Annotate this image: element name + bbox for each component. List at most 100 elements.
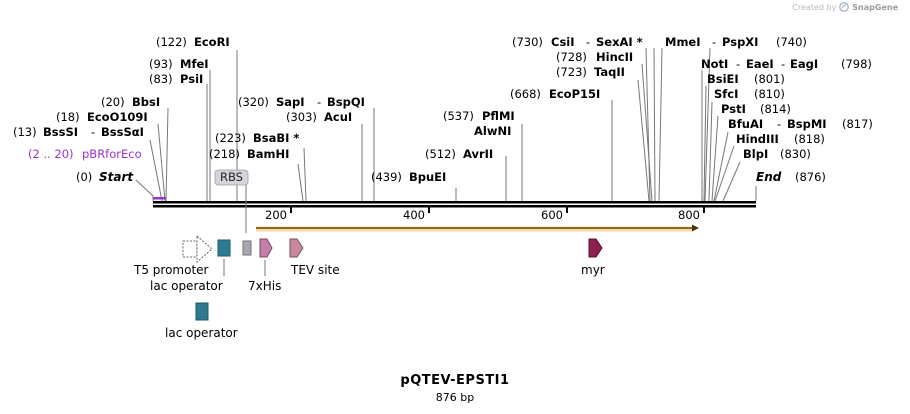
ruler-tick-400 bbox=[428, 207, 430, 213]
his-tag-label: 7xHis bbox=[248, 279, 281, 293]
ecori-name: EcoRI bbox=[194, 35, 230, 49]
start-label: Start bbox=[99, 170, 134, 184]
bamhi-pos: (218) bbox=[209, 147, 240, 161]
lac-operator-2-box bbox=[195, 302, 209, 321]
tev-site-arrow bbox=[289, 238, 304, 258]
bsiei-pos: (801) bbox=[754, 72, 785, 86]
mfei-name: MfeI bbox=[180, 57, 209, 71]
ruler bbox=[290, 207, 705, 213]
lac-operator-1-label: lac operator bbox=[150, 279, 223, 293]
bbsi-name: BbsI bbox=[132, 95, 160, 109]
tev-site-label: TEV site bbox=[290, 263, 340, 277]
eagi-name: EagI bbox=[790, 57, 818, 71]
psti-pos: (814) bbox=[760, 102, 791, 116]
csii-name: CsiI bbox=[551, 35, 575, 49]
lac-operator-1-box bbox=[217, 239, 231, 257]
primer-bar bbox=[153, 197, 166, 200]
start-site-line bbox=[135, 179, 154, 201]
psii-pos: (83) bbox=[149, 72, 173, 86]
sapi-dash: - bbox=[317, 95, 321, 109]
csii-pos: (730) bbox=[512, 35, 543, 49]
mfei-pos: (93) bbox=[149, 57, 173, 71]
map-title-block: pQTEV-EPSTI1 876 bp bbox=[0, 373, 910, 404]
map-title: pQTEV-EPSTI1 bbox=[400, 373, 510, 388]
credit-prefix: Created by bbox=[792, 2, 837, 12]
taqii-name: TaqII bbox=[594, 65, 625, 79]
feature-labels: T5 promoter lac operator 7xHis TEV site … bbox=[133, 263, 605, 340]
lac-operator-2-label: lac operator bbox=[165, 326, 238, 340]
avrii-pos: (512) bbox=[425, 147, 456, 161]
ruler-label-600: 600 bbox=[541, 208, 563, 222]
eaei-name: EaeI bbox=[746, 57, 774, 71]
sfci-name: SfcI bbox=[714, 87, 738, 101]
ecop15i-pos: (668) bbox=[510, 87, 541, 101]
bsssi-site-line bbox=[149, 139, 163, 202]
ruler-labels: 200 400 600 800 bbox=[265, 208, 700, 222]
pflmi-name: PflMI bbox=[482, 109, 515, 123]
pflmi-pos: (537) bbox=[443, 109, 474, 123]
alwni-name: AlwNI bbox=[474, 124, 511, 138]
bpuei-pos: (439) bbox=[371, 170, 402, 184]
mmei-dash: - bbox=[712, 35, 716, 49]
noti-name: NotI bbox=[701, 57, 728, 71]
ruler-label-400: 400 bbox=[403, 208, 425, 222]
taqii-site-line bbox=[637, 79, 650, 202]
primer-pos: (2 .. 20) bbox=[28, 147, 74, 161]
t5-promoter-arrow bbox=[182, 234, 213, 264]
psti-name: PstI bbox=[721, 102, 746, 116]
myr-arrow bbox=[588, 238, 603, 258]
psii-name: PsiI bbox=[180, 72, 203, 86]
bsssi-dash: - bbox=[91, 125, 95, 139]
ecoo109i-pos: (18) bbox=[56, 110, 80, 124]
bfuai-dash: - bbox=[777, 117, 781, 131]
acui-name: AcuI bbox=[324, 110, 352, 124]
bsabi-site-line bbox=[303, 147, 307, 202]
end-label: End bbox=[756, 170, 782, 184]
bfuai-name: BfuAI bbox=[728, 117, 763, 131]
myr-label: myr bbox=[581, 263, 605, 277]
bsabi-name: BsaBI * bbox=[253, 131, 299, 145]
rbs-feature-box bbox=[242, 240, 252, 256]
sfci-site-line bbox=[708, 101, 713, 202]
eaei-dash: - bbox=[781, 57, 785, 71]
ecori-pos: (122) bbox=[156, 35, 187, 49]
hincii-site-line bbox=[641, 63, 653, 202]
bamhi-site-line bbox=[297, 163, 304, 202]
ruler-tick-800 bbox=[703, 207, 705, 213]
hindiii-name: HindIII bbox=[736, 132, 779, 146]
bssoai-name: BssSαI bbox=[101, 125, 144, 139]
site-labels: (0) Start End (876) (2 .. 20) pBRforEco … bbox=[13, 35, 873, 184]
mmei-site-line bbox=[658, 47, 663, 202]
csii-site-line bbox=[645, 47, 651, 202]
bfuai-site-line bbox=[713, 131, 729, 202]
noti-dash: - bbox=[736, 57, 740, 71]
ruler-tick-200 bbox=[290, 207, 292, 213]
sexai-name: SexAI * bbox=[596, 35, 643, 49]
mmei-name: MmeI bbox=[665, 35, 701, 49]
bbsi-site-line bbox=[165, 107, 169, 202]
hindiii-pos: (818) bbox=[794, 132, 825, 146]
hindiii-site-line bbox=[714, 145, 735, 202]
hincii-name: HincII bbox=[596, 50, 633, 64]
pspxi-pos: (740) bbox=[776, 35, 807, 49]
credit-brand: SnapGene bbox=[852, 2, 898, 12]
sapi-name: SapI bbox=[276, 95, 305, 109]
blpi-pos: (830) bbox=[780, 147, 811, 161]
bspmi-pos: (817) bbox=[842, 117, 873, 131]
psti-site-line bbox=[711, 115, 719, 202]
bpuei-name: BpuEI bbox=[409, 170, 446, 184]
t5-promoter-label: T5 promoter bbox=[133, 263, 209, 277]
bsabi-pos: (223) bbox=[215, 131, 246, 145]
start-pos: (0) bbox=[76, 170, 92, 184]
bbsi-pos: (20) bbox=[101, 95, 125, 109]
bsiei-name: BsiEI bbox=[707, 72, 739, 86]
snapgene-logo-icon bbox=[839, 2, 850, 12]
ecoo109i-site-line bbox=[157, 123, 166, 202]
hincii-pos: (728) bbox=[556, 50, 587, 64]
orf-arrow-head bbox=[692, 224, 699, 232]
dna-backbone-bottom bbox=[153, 205, 756, 208]
end-pos: (876) bbox=[795, 170, 826, 184]
ruler-label-200: 200 bbox=[265, 208, 287, 222]
map-length: 876 bp bbox=[435, 391, 475, 404]
